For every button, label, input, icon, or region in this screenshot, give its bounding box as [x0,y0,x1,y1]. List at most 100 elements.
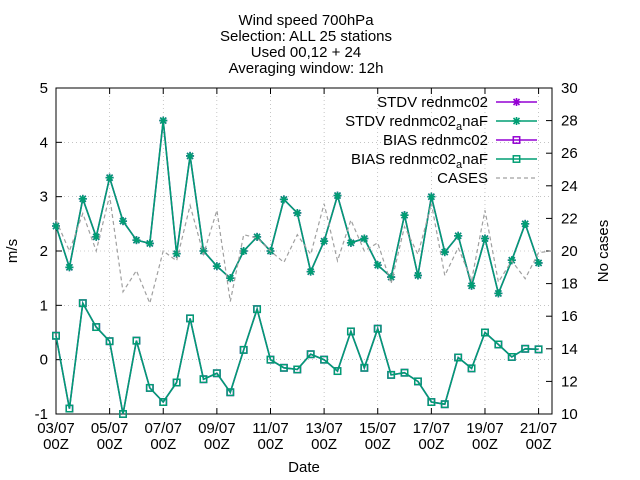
grid [56,88,552,414]
x-tick-label-time: 00Z [526,436,552,453]
title-line-3: Averaging window: 12h [229,60,384,77]
data-point [226,388,235,397]
legend-label: STDV rednmc02anaF [345,113,488,133]
x-tick-label-date: 11/07 [252,420,288,437]
x-axis: 03/0700Z05/0700Z07/0700Z09/0700Z11/0700Z… [37,88,557,453]
data-point [78,299,87,308]
data-point [52,222,60,231]
x-tick-label-time: 00Z [311,436,337,453]
data-point [212,369,221,378]
data-point [172,378,181,387]
data-point [293,208,302,217]
data-point [467,364,476,373]
legend-label: BIAS rednmc02 [383,132,488,149]
x-tick-label-time: 00Z [43,436,69,453]
data-point [65,263,74,272]
data-point [105,337,114,346]
y-tick-label: 2 [40,243,48,260]
x-tick-label-date: 09/07 [198,420,236,437]
x-tick-label-date: 21/07 [520,420,558,437]
x-tick-label-date: 17/07 [413,420,451,437]
title-line-0: Wind speed 700hPa [238,12,374,29]
x-tick-label-date: 03/07 [37,420,75,437]
y-tick-label: 0 [40,352,48,369]
x-tick-label-time: 00Z [204,436,230,453]
x-tick-label-date: 15/07 [359,420,397,437]
y2-tick-label: 12 [561,373,578,390]
data-point [427,398,436,406]
data-point [387,273,396,282]
data-point [400,211,409,220]
data-point [279,195,288,204]
data-point [119,217,128,226]
data-point [373,324,382,333]
series-3 [52,299,543,418]
data-point [521,344,530,353]
data-point [333,191,342,200]
x-tick-label-time: 00Z [97,436,123,453]
y-tick-label: 3 [40,189,48,206]
series-line [55,300,539,415]
title-line-1: Selection: ALL 25 stations [220,28,392,45]
title-line-2: Used 00,12 + 24 [251,44,362,61]
data-point [132,236,141,245]
y2-tick-label: 20 [561,243,578,260]
data-point [373,261,382,270]
series-layer [52,116,553,418]
y2-tick-label: 28 [561,113,578,130]
data-point [293,365,302,374]
data-point [507,353,516,361]
y-tick-label: 5 [40,80,48,97]
data-point [65,404,74,413]
x-tick-label-time: 00Z [365,436,391,453]
data-point [145,383,154,392]
data-point [454,353,463,362]
data-point [78,194,87,203]
data-point [199,375,208,384]
data-point [320,355,329,364]
data-point [333,367,342,376]
legend-label: CASES [437,170,488,187]
data-point [534,345,543,354]
y2-tick-label: 14 [561,341,578,358]
data-point [52,331,60,340]
data-point [239,247,248,255]
data-point [186,314,195,323]
data-point [481,328,489,337]
data-point [92,323,101,332]
x-tick-label-date: 05/07 [91,420,129,437]
data-point [306,350,315,359]
data-point [521,219,530,228]
y2-axis-label: No cases [595,220,612,283]
y2-tick-label: 30 [561,80,578,97]
data-point [427,192,436,201]
y-tick-label: 4 [40,134,48,151]
data-point [159,116,168,125]
series-line [55,195,553,306]
y2-tick-label: 18 [561,276,578,293]
y2-tick-label: 26 [561,145,578,162]
y-axis-label: m/s [4,239,21,263]
data-point [199,247,208,255]
series-line [55,300,539,415]
y-tick-label: 1 [40,297,48,314]
data-point [346,327,355,336]
legend-marker [512,117,521,125]
data-point [467,281,476,290]
y-tick-label: -1 [35,406,48,423]
legend-marker [512,136,521,144]
data-point [239,345,248,354]
data-point [172,249,181,258]
data-point [413,271,422,280]
y2-tick-label: 24 [561,178,578,195]
data-point [159,398,168,406]
x-tick-label-time: 00Z [150,436,176,453]
series-1 [52,116,543,298]
data-point [119,410,127,418]
legend-marker [512,155,521,163]
x-tick-label-date: 07/07 [144,420,182,437]
data-point [105,173,114,182]
